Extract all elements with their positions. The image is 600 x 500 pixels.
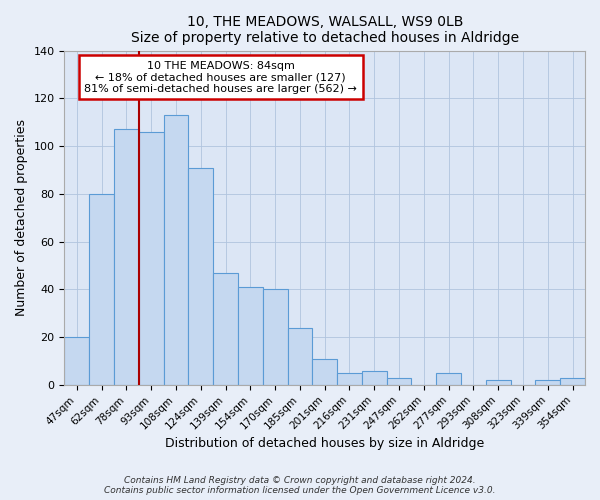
Y-axis label: Number of detached properties: Number of detached properties — [15, 119, 28, 316]
Bar — [287, 328, 313, 385]
Bar — [560, 378, 585, 385]
Bar — [362, 370, 386, 385]
Bar — [164, 115, 188, 385]
Bar — [263, 290, 287, 385]
Bar — [64, 337, 89, 385]
Bar — [313, 358, 337, 385]
Bar — [337, 373, 362, 385]
Bar — [114, 130, 139, 385]
Bar — [89, 194, 114, 385]
Title: 10, THE MEADOWS, WALSALL, WS9 0LB
Size of property relative to detached houses i: 10, THE MEADOWS, WALSALL, WS9 0LB Size o… — [131, 15, 519, 45]
Bar — [386, 378, 412, 385]
Bar — [486, 380, 511, 385]
Bar — [188, 168, 213, 385]
X-axis label: Distribution of detached houses by size in Aldridge: Distribution of detached houses by size … — [165, 437, 484, 450]
Bar — [213, 272, 238, 385]
Bar — [139, 132, 164, 385]
Bar — [238, 287, 263, 385]
Bar — [436, 373, 461, 385]
Text: Contains HM Land Registry data © Crown copyright and database right 2024.
Contai: Contains HM Land Registry data © Crown c… — [104, 476, 496, 495]
Bar — [535, 380, 560, 385]
Text: 10 THE MEADOWS: 84sqm
← 18% of detached houses are smaller (127)
81% of semi-det: 10 THE MEADOWS: 84sqm ← 18% of detached … — [84, 60, 357, 94]
